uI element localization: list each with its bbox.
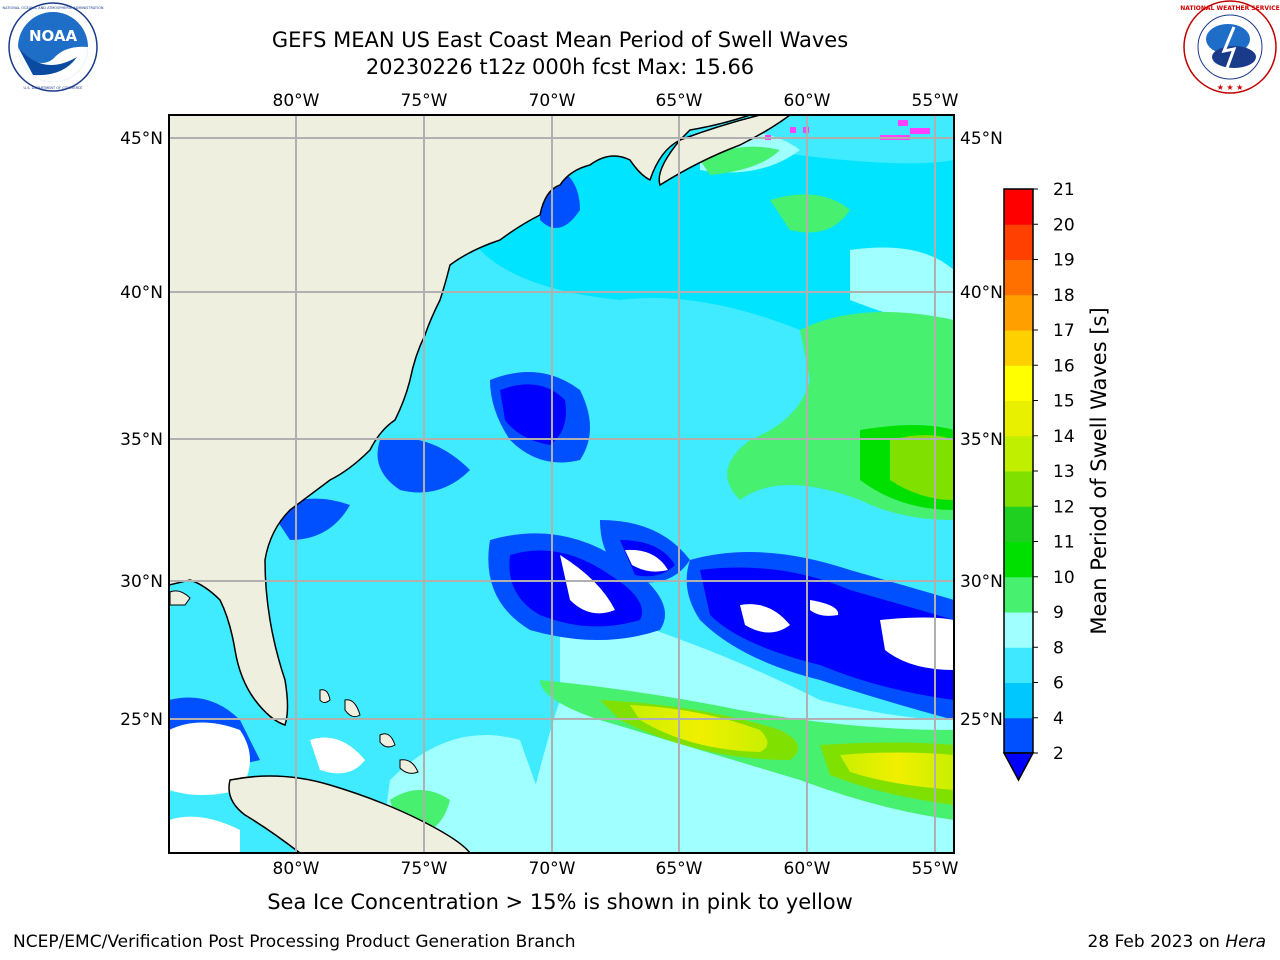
colorbar-swatch [1004, 365, 1033, 401]
lon-label-bottom: 55°W [912, 859, 959, 879]
colorbar-label: Mean Period of Swell Waves [s] [1087, 307, 1111, 634]
colorbar-tick-label: 16 [1053, 356, 1075, 376]
colorbar-tick-label: 13 [1053, 462, 1075, 482]
machine-name: Hera [1225, 932, 1266, 952]
colorbar-tick-label: 4 [1053, 709, 1064, 729]
colorbar-swatch [1004, 435, 1033, 472]
land-north-america [169, 115, 751, 726]
lat-label-left: 45°N [120, 129, 163, 149]
lat-label-left: 25°N [120, 710, 163, 730]
colorbar-tick-label: 11 [1053, 533, 1075, 553]
colorbar-tick-label: 9 [1053, 603, 1064, 623]
colorbar-tick-label: 12 [1053, 497, 1075, 517]
date-text: 28 Feb 2023 on [1087, 932, 1226, 952]
colorbar-swatch [1004, 541, 1033, 578]
noaa-ring-text-top: NATIONAL OCEANIC AND ATMOSPHERIC ADMINIS… [3, 6, 104, 10]
lon-label-bottom: 80°W [273, 859, 320, 879]
colorbar-tick-label: 14 [1053, 427, 1075, 447]
colorbar-swatch [1004, 717, 1033, 754]
colorbar-tick-label: 19 [1053, 251, 1075, 271]
noaa-logo: NOAA NATIONAL OCEANIC AND ATMOSPHERIC AD… [3, 2, 104, 92]
credit-text: NCEP/EMC/Verification Post Processing Pr… [13, 932, 576, 952]
lon-label-top: 55°W [912, 91, 959, 111]
nws-logo: NATIONAL WEATHER SERVICE ★ ★ ★ [1180, 0, 1280, 94]
lat-label-left: 30°N [120, 572, 163, 592]
noaa-ring-text-bottom: U.S. DEPARTMENT OF COMMERCE [24, 86, 83, 90]
colorbar-swatch [1004, 647, 1033, 683]
colorbar-tick-label: 21 [1053, 180, 1075, 200]
date-stamp: 28 Feb 2023 on Hera [1088, 932, 1266, 952]
lon-label-top: 65°W [656, 91, 703, 111]
lon-label-top: 75°W [401, 91, 448, 111]
colorbar-extend-arrow [1002, 752, 1035, 782]
lon-label-bottom: 60°W [784, 859, 831, 879]
colorbar-swatch [1004, 612, 1033, 648]
map-gridlines [169, 115, 954, 853]
land-maritimes [658, 115, 792, 187]
colorbar-tick-label: 2 [1053, 744, 1064, 764]
colorbar-tick-label: 10 [1053, 568, 1075, 588]
lon-label-bottom: 65°W [656, 859, 703, 879]
colorbar-swatch [1004, 400, 1033, 437]
colorbar-swatch [1004, 294, 1033, 331]
plot-title-line1: GEFS MEAN US East Coast Mean Period of S… [271, 28, 849, 52]
colorbar-tick-label: 15 [1053, 392, 1075, 412]
colorbar-swatch [1004, 224, 1033, 260]
swell-period-field [169, 115, 954, 853]
colorbar: 2 4 6 8 9 10 11 12 13 14 15 16 17 18 19 20 21 [1002, 180, 1075, 782]
lat-label-left: 35°N [120, 430, 163, 450]
colorbar-swatch [1004, 576, 1033, 613]
lon-label-bottom: 70°W [529, 859, 576, 879]
lon-label-top: 60°W [784, 91, 831, 111]
colorbar-tick-label: 17 [1053, 321, 1075, 341]
lon-label-top: 80°W [273, 91, 320, 111]
lat-label-right: 30°N [960, 572, 1003, 592]
map-frame [168, 114, 955, 854]
lon-label-bottom: 75°W [401, 859, 448, 879]
nws-ring-text: NATIONAL WEATHER SERVICE [1180, 5, 1279, 12]
lat-label-right: 45°N [960, 129, 1003, 149]
colorbar-tick-label: 18 [1053, 286, 1075, 306]
colorbar-tick-label: 6 [1053, 674, 1064, 694]
lat-label-right: 25°N [960, 710, 1003, 730]
noaa-logo-text: NOAA [29, 27, 78, 45]
land-cuba [228, 775, 471, 853]
colorbar-swatch [1004, 189, 1033, 225]
svg-text:★ ★ ★: ★ ★ ★ [1217, 83, 1244, 92]
lat-label-right: 40°N [960, 283, 1003, 303]
colorbar-swatch [1004, 682, 1033, 719]
lat-label-left: 40°N [120, 283, 163, 303]
colorbar-swatch [1004, 506, 1033, 542]
colorbar-tick-label: 20 [1053, 215, 1075, 235]
colorbar-swatch [1004, 330, 1033, 366]
sea-ice-note: Sea Ice Concentration > 15% is shown in … [267, 890, 853, 914]
plot-title-line2: 20230226 t12z 000h fcst Max: 15.66 [365, 55, 755, 79]
colorbar-swatch [1004, 259, 1033, 296]
lat-label-right: 35°N [960, 430, 1003, 450]
colorbar-swatch [1004, 471, 1033, 507]
colorbar-tick-label: 8 [1053, 638, 1064, 658]
lon-label-top: 70°W [529, 91, 576, 111]
